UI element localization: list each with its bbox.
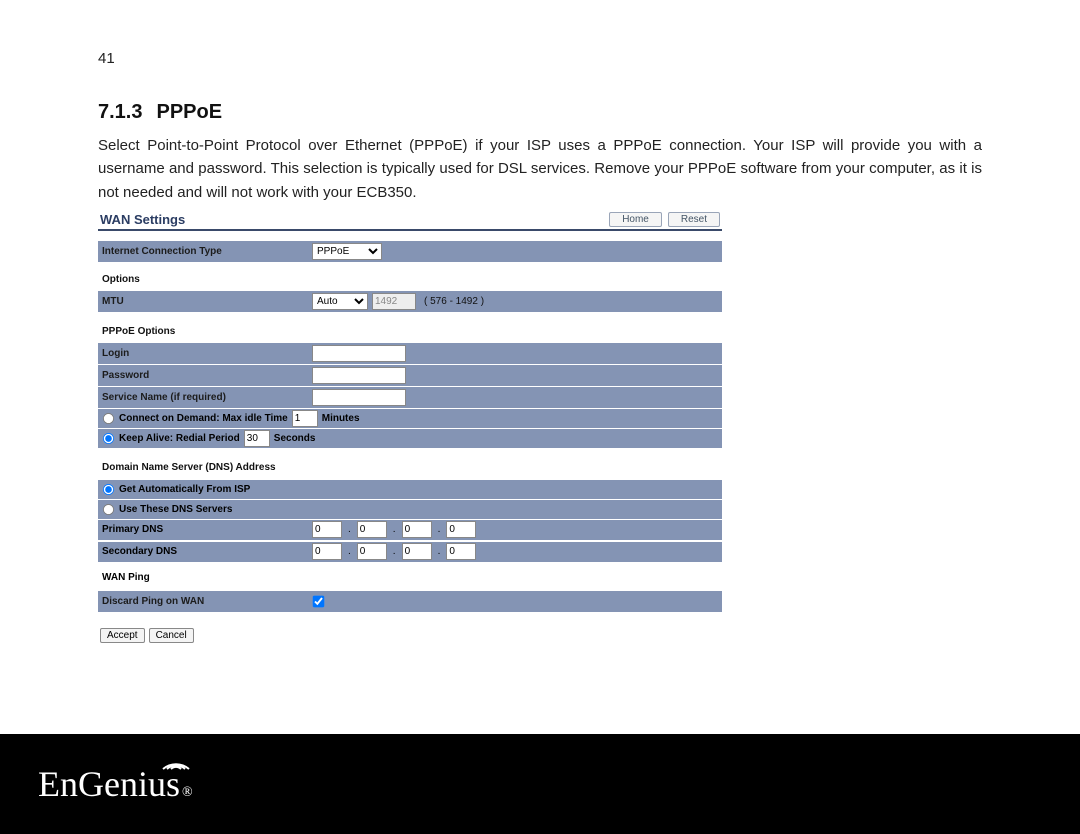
accept-button[interactable]: Accept	[100, 628, 145, 643]
redial-period-input[interactable]	[244, 430, 270, 447]
secondary-dns-octet-2[interactable]	[357, 543, 387, 560]
connect-on-demand-radio[interactable]	[103, 413, 114, 424]
dns-section-label: Domain Name Server (DNS) Address	[98, 448, 722, 479]
home-button[interactable]: Home	[609, 212, 662, 227]
discard-ping-label: Discard Ping on WAN	[102, 596, 312, 607]
secondary-dns-octet-1[interactable]	[312, 543, 342, 560]
dns-auto-radio[interactable]	[103, 484, 114, 495]
secondary-dns-label: Secondary DNS	[102, 546, 312, 557]
wan-settings-title: WAN Settings	[100, 212, 185, 227]
internet-connection-type-label: Internet Connection Type	[102, 246, 312, 257]
connect-on-demand-label: Connect on Demand: Max idle Time	[119, 413, 288, 424]
secondary-dns-octet-3[interactable]	[402, 543, 432, 560]
mtu-label: MTU	[102, 296, 312, 307]
engenius-logo: EnGenius®	[38, 763, 193, 805]
password-input[interactable]	[312, 367, 406, 384]
primary-dns-label: Primary DNS	[102, 524, 312, 535]
seconds-label: Seconds	[274, 433, 316, 444]
wan-settings-screenshot: WAN Settings Home Reset Internet Connect…	[98, 210, 722, 659]
logo-registered: ®	[182, 785, 193, 801]
primary-dns-octet-4[interactable]	[446, 521, 476, 538]
dns-manual-radio[interactable]	[103, 504, 114, 515]
section-number: 7.1.3	[98, 101, 142, 123]
cancel-button[interactable]: Cancel	[149, 628, 194, 643]
mtu-value-input	[372, 293, 416, 310]
minutes-label: Minutes	[322, 413, 360, 424]
service-name-label: Service Name (if required)	[102, 392, 312, 403]
reset-button[interactable]: Reset	[668, 212, 720, 227]
wan-ping-label: WAN Ping	[98, 562, 722, 591]
section-body-text: Select Point-to-Point Protocol over Ethe…	[98, 134, 982, 204]
service-name-input[interactable]	[312, 389, 406, 406]
connection-type-select[interactable]: PPPoE	[312, 243, 382, 260]
section-title: PPPoE	[156, 101, 222, 123]
discard-ping-checkbox[interactable]	[313, 595, 325, 607]
dns-auto-label: Get Automatically From ISP	[119, 484, 250, 495]
page-number: 41	[98, 50, 982, 67]
wifi-icon	[161, 753, 191, 771]
keep-alive-label: Keep Alive: Redial Period	[119, 433, 240, 444]
section-heading: 7.1.3 PPPoE	[98, 101, 982, 124]
password-label: Password	[102, 370, 312, 381]
options-section-label: Options	[98, 262, 722, 291]
primary-dns-octet-1[interactable]	[312, 521, 342, 538]
max-idle-time-input[interactable]	[292, 410, 318, 427]
primary-dns-octet-2[interactable]	[357, 521, 387, 538]
login-label: Login	[102, 348, 312, 359]
footer-bar: EnGenius®	[0, 734, 1080, 834]
keep-alive-radio[interactable]	[103, 433, 114, 444]
logo-en: En	[38, 763, 78, 805]
primary-dns-octet-3[interactable]	[402, 521, 432, 538]
login-input[interactable]	[312, 345, 406, 362]
mtu-range-text: ( 576 - 1492 )	[424, 296, 484, 307]
mtu-mode-select[interactable]: Auto	[312, 293, 368, 310]
dns-manual-label: Use These DNS Servers	[119, 504, 232, 515]
secondary-dns-octet-4[interactable]	[446, 543, 476, 560]
pppoe-options-label: PPPoE Options	[98, 312, 722, 343]
